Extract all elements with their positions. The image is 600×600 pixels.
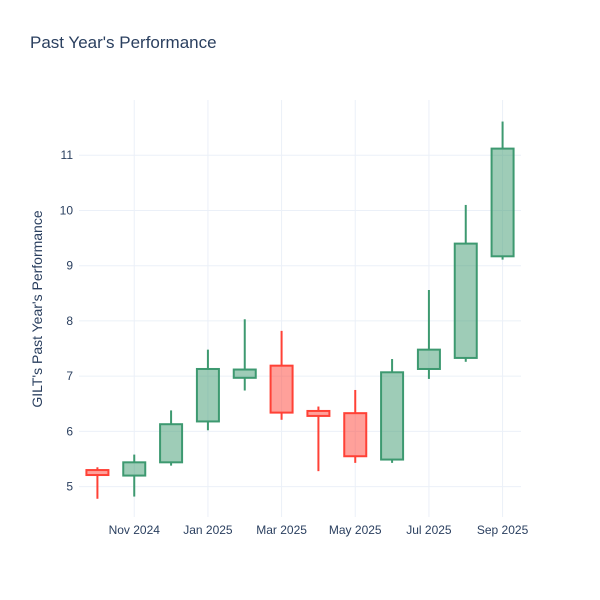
candle-jul-2025[interactable] <box>416 289 441 379</box>
candle-body <box>85 469 110 477</box>
x-tick-label: Nov 2024 <box>109 523 161 537</box>
candle-apr-2025[interactable] <box>306 406 331 472</box>
candle-body <box>380 371 405 461</box>
candle-dec-2024[interactable] <box>159 410 184 466</box>
candle-body <box>159 423 184 464</box>
x-tick-label: Jan 2025 <box>183 523 233 537</box>
y-tick-label: 9 <box>66 259 73 273</box>
candle-body <box>453 242 478 359</box>
candle-oct-2024[interactable] <box>85 467 110 499</box>
candle-body <box>195 367 220 423</box>
candle-aug-2025[interactable] <box>453 204 478 362</box>
y-tick-label: 10 <box>60 203 74 217</box>
x-tick-label: Jul 2025 <box>406 523 452 537</box>
candle-feb-2025[interactable] <box>232 319 257 391</box>
candle-body <box>306 409 331 417</box>
candle-jan-2025[interactable] <box>195 349 220 431</box>
y-tick-label: 11 <box>61 148 74 162</box>
y-tick-label: 5 <box>66 480 73 494</box>
candle-body <box>416 348 441 370</box>
candle-mar-2025[interactable] <box>269 330 294 420</box>
x-tick-label: May 2025 <box>329 523 382 537</box>
candle-jun-2025[interactable] <box>380 359 405 463</box>
candle-body <box>269 364 294 414</box>
x-tick-label: Sep 2025 <box>477 523 529 537</box>
candle-may-2025[interactable] <box>343 389 368 463</box>
x-tick-label: Mar 2025 <box>256 523 307 537</box>
candle-nov-2024[interactable] <box>122 454 147 497</box>
candle-sep-2025[interactable] <box>490 121 515 260</box>
candle-body <box>122 461 147 477</box>
candle-body <box>232 368 257 379</box>
y-tick-label: 8 <box>66 314 73 328</box>
y-tick-label: 6 <box>66 424 73 438</box>
candle-body <box>343 412 368 458</box>
chart-title: Past Year's Performance <box>30 33 217 52</box>
candle-body <box>490 147 515 258</box>
y-tick-label: 7 <box>66 369 73 383</box>
